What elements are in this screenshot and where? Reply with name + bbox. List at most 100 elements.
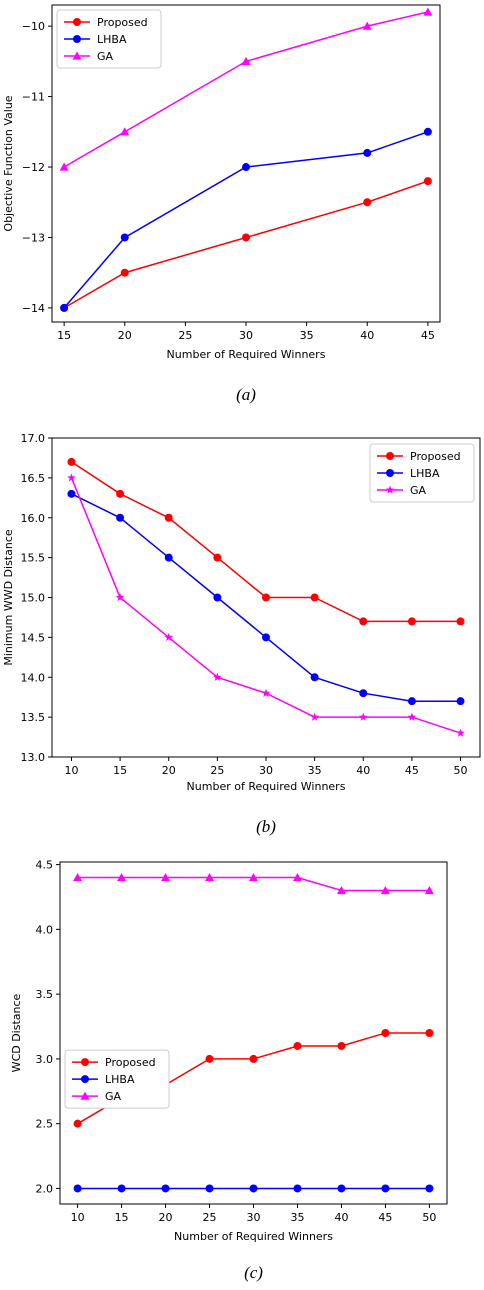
- legend-box: [64, 1049, 170, 1109]
- legend-marker-lhba: [81, 1075, 89, 1084]
- y-tick-label: 16.0: [21, 512, 46, 525]
- figure-caption: (a): [236, 385, 256, 404]
- legend-label-lhba: LHBA: [410, 467, 440, 480]
- legend-marker-ga: [72, 51, 82, 60]
- data-point-ga: [59, 162, 69, 171]
- data-point-ga: [67, 473, 76, 482]
- legend-label-ga: GA: [97, 50, 114, 63]
- data-point-ga: [456, 728, 465, 737]
- data-point-lhba: [213, 593, 222, 602]
- x-tick-label: 45: [421, 329, 435, 342]
- data-point-ga: [380, 886, 390, 895]
- figure-caption: (b): [256, 817, 276, 836]
- y-axis-label: Objective Function Value: [2, 95, 15, 231]
- legend: Proposed LHBA GA: [64, 1049, 170, 1109]
- y-tick-label: 13.0: [21, 751, 46, 764]
- x-tick-label: 25: [203, 1211, 217, 1224]
- x-tick-label: 35: [290, 1211, 304, 1224]
- data-point-proposed: [407, 617, 416, 626]
- y-tick-label: 15.5: [21, 552, 46, 565]
- legend: Proposed LHBA GA: [369, 443, 475, 503]
- y-tick-label: 3.5: [36, 988, 54, 1001]
- x-tick-label: 40: [356, 764, 370, 777]
- y-tick-label: 14.5: [21, 631, 46, 644]
- legend-marker-proposed: [386, 452, 394, 460]
- y-tick-label: 4.0: [36, 923, 54, 936]
- series-line-lhba: [63, 131, 429, 309]
- x-tick-label: 10: [71, 1211, 85, 1224]
- data-point-lhba: [73, 1184, 82, 1193]
- data-point-lhba: [161, 1184, 170, 1193]
- y-tick-label: 2.5: [36, 1118, 54, 1131]
- data-point-lhba: [456, 697, 465, 706]
- data-point-ga: [205, 873, 215, 882]
- y-tick-label: 2.0: [36, 1182, 54, 1195]
- y-axis-label: Minimum WWD Distance: [2, 529, 15, 666]
- x-tick-label: 35: [308, 764, 322, 777]
- legend: Proposed LHBA GA: [56, 9, 162, 69]
- data-point-ga: [241, 56, 251, 65]
- legend-marker-proposed: [81, 1058, 89, 1067]
- data-point-proposed: [363, 198, 372, 207]
- data-point-ga: [424, 886, 434, 895]
- y-tick-label: 14.0: [21, 671, 46, 684]
- data-point-ga: [213, 672, 222, 681]
- legend-marker-lhba: [73, 35, 81, 43]
- data-point-lhba: [60, 303, 69, 312]
- data-point-proposed: [293, 1041, 302, 1050]
- data-point-proposed: [205, 1054, 214, 1063]
- x-tick-label: 40: [334, 1211, 348, 1224]
- x-tick-label: 25: [178, 329, 192, 342]
- x-axis-label: Number of Required Winners: [187, 780, 346, 793]
- data-point-ga: [423, 7, 433, 16]
- data-point-lhba: [117, 1184, 126, 1193]
- data-point-lhba: [337, 1184, 346, 1193]
- legend-box: [369, 443, 475, 503]
- legend-label-proposed: Proposed: [410, 450, 461, 463]
- x-tick-label: 30: [247, 1211, 261, 1224]
- x-tick-label: 15: [113, 764, 127, 777]
- x-tick-label: 50: [422, 1211, 436, 1224]
- data-point-lhba: [242, 163, 250, 172]
- data-point-proposed: [249, 1054, 258, 1063]
- data-point-proposed: [164, 513, 173, 522]
- data-point-lhba: [116, 513, 125, 522]
- legend-box: [56, 9, 162, 69]
- data-point-lhba: [293, 1184, 302, 1193]
- data-point-lhba: [363, 148, 372, 157]
- legend-marker-lhba: [386, 469, 394, 477]
- legend-label-ga: GA: [105, 1090, 122, 1103]
- x-tick-label: 15: [57, 329, 71, 342]
- data-point-proposed: [456, 617, 465, 626]
- x-axis-label: Number of Required Winners: [167, 348, 326, 361]
- legend-marker-ga: [385, 485, 395, 494]
- legend-label-lhba: LHBA: [97, 33, 127, 46]
- x-tick-label: 30: [239, 329, 253, 342]
- x-tick-label: 45: [378, 1211, 392, 1224]
- data-point-lhba: [407, 697, 416, 706]
- data-point-ga: [120, 127, 130, 136]
- legend-label-lhba: LHBA: [105, 1073, 135, 1086]
- data-point-lhba: [164, 553, 173, 562]
- data-point-lhba: [381, 1184, 390, 1193]
- x-tick-label: 20: [162, 764, 176, 777]
- data-point-proposed: [242, 233, 250, 242]
- x-tick-label: 10: [64, 764, 78, 777]
- x-axis-label: Number of Required Winners: [174, 1230, 333, 1243]
- chart-panel-a: 15 20 25 30 35 40 45 −14 −13 −12 −11 −10 Number of R…: [2, 4, 441, 404]
- data-point-proposed: [337, 1041, 346, 1050]
- data-point-ga: [73, 873, 83, 882]
- data-point-ga: [362, 21, 372, 30]
- data-point-proposed: [67, 457, 76, 466]
- data-point-lhba: [310, 673, 319, 682]
- y-tick-label: 17.0: [21, 432, 46, 445]
- y-tick-label: −14: [22, 302, 45, 315]
- data-point-proposed: [262, 593, 270, 602]
- data-point-lhba: [425, 1184, 434, 1193]
- data-point-lhba: [359, 689, 368, 698]
- data-point-proposed: [423, 177, 432, 186]
- data-point-ga: [261, 688, 271, 697]
- chart-panel-b: 10 15 20 25 30 35 40 45 50 13.0 13.5 14.0 14.5 15.0 15…: [2, 432, 481, 836]
- data-point-ga: [336, 886, 346, 895]
